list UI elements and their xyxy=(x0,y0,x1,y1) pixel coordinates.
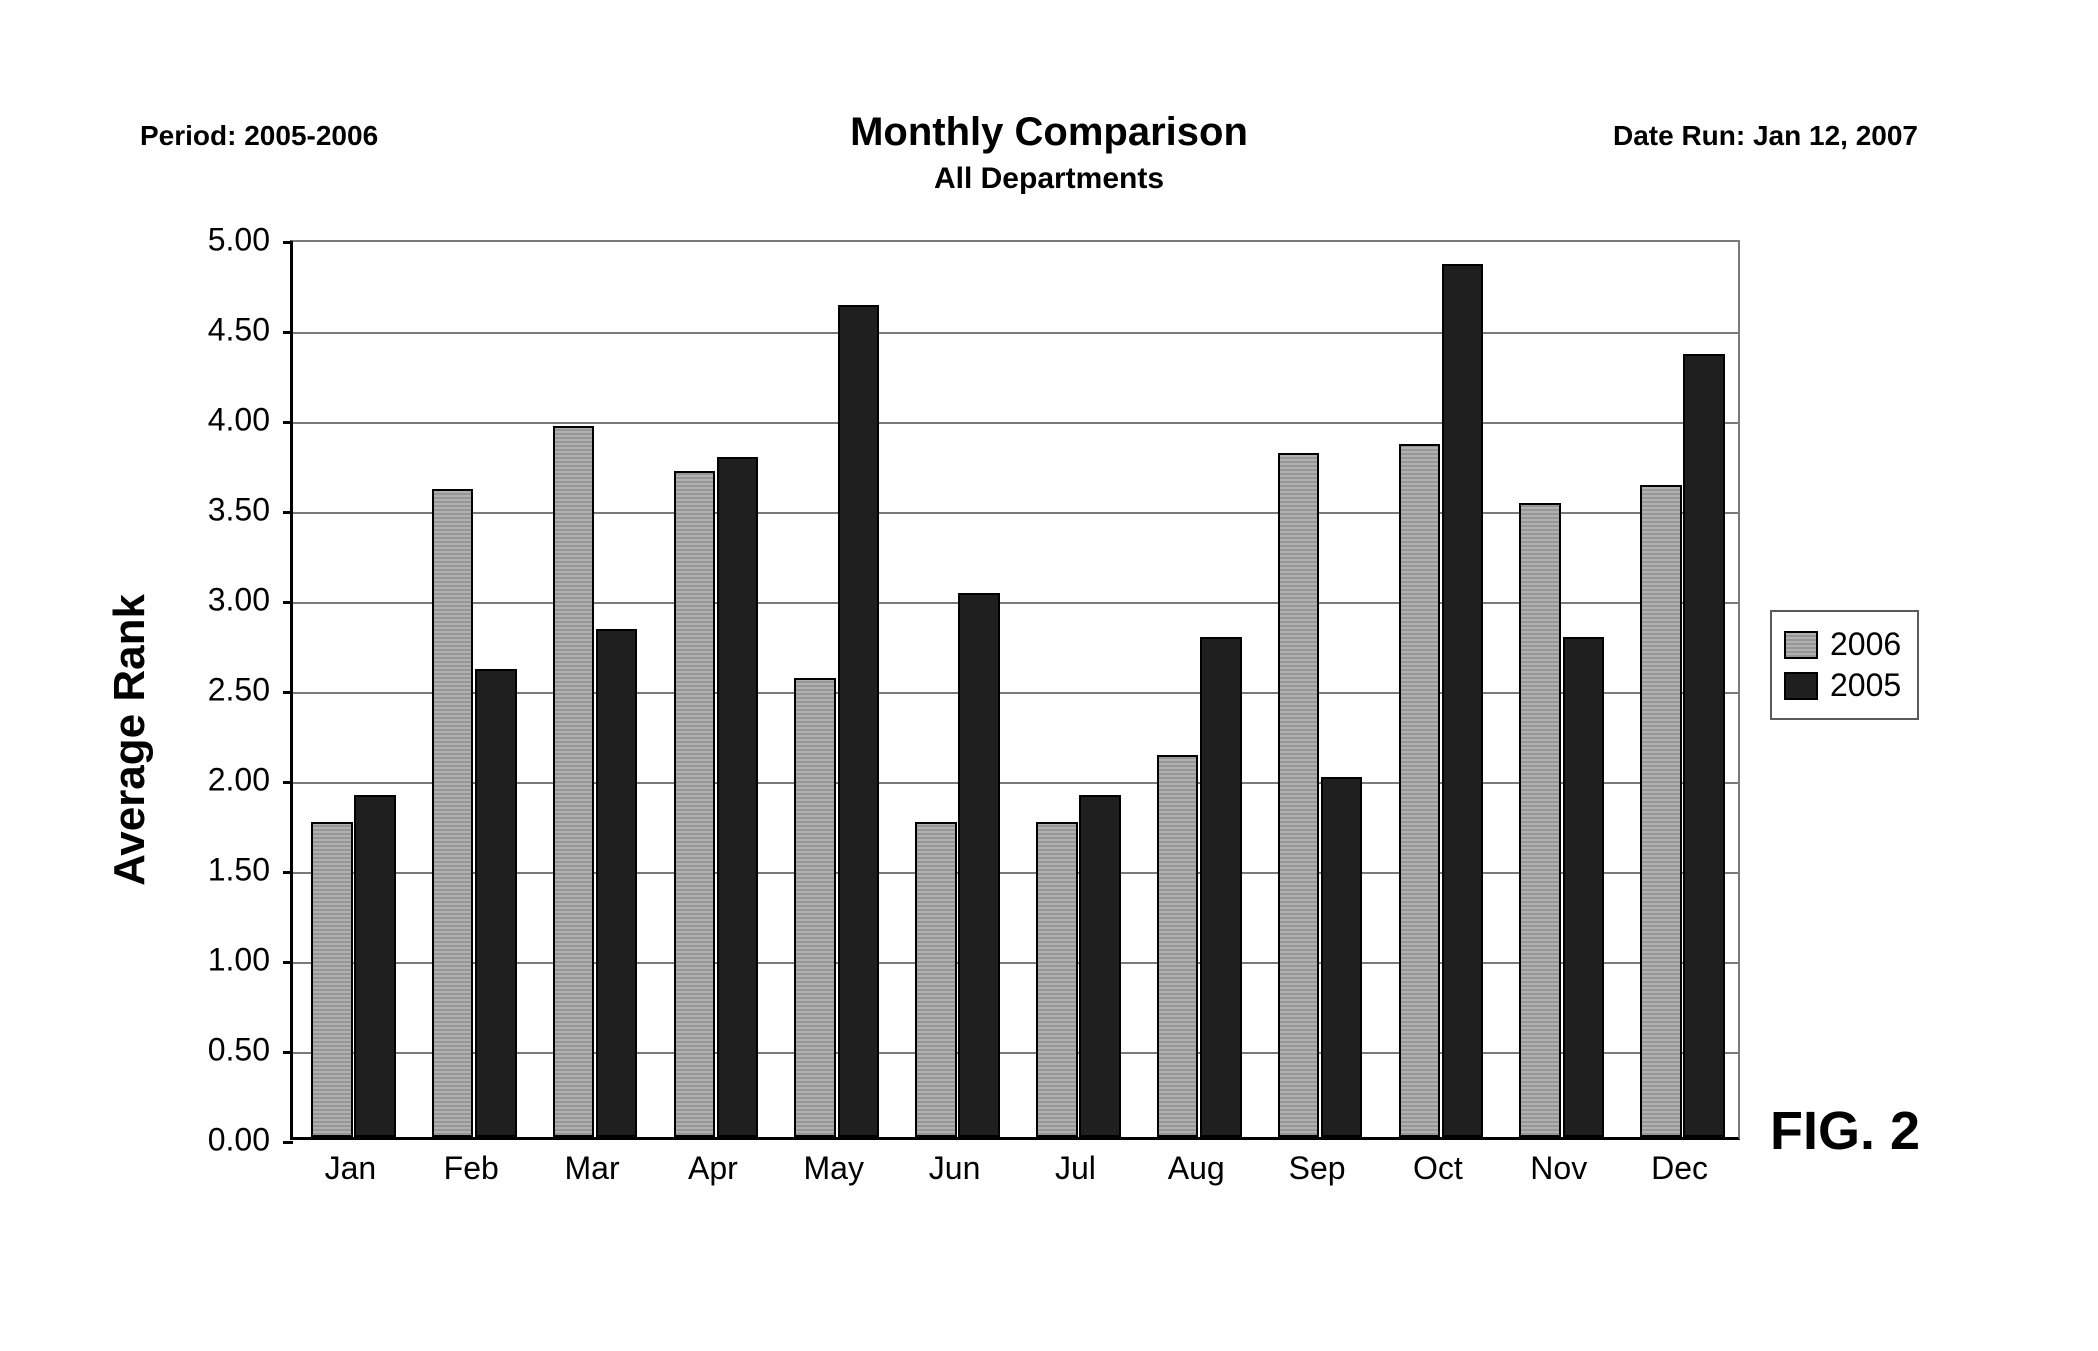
bar-2006-nov xyxy=(1519,503,1560,1137)
bar-2005-jan xyxy=(354,795,395,1137)
y-tick-mark xyxy=(283,871,293,874)
date-run-label: Date Run: Jan 12, 2007 xyxy=(1613,120,1918,152)
y-tick-mark xyxy=(283,511,293,514)
y-tick-mark xyxy=(283,331,293,334)
bar-2005-dec xyxy=(1683,354,1724,1137)
plot-area xyxy=(290,240,1740,1140)
bar-2005-aug xyxy=(1200,637,1241,1137)
x-tick-label: Jul xyxy=(1025,1150,1125,1187)
legend: 2006 2005 xyxy=(1770,610,1919,720)
legend-item: 2005 xyxy=(1784,667,1901,704)
x-tick-label: Aug xyxy=(1146,1150,1246,1187)
x-tick-label: Mar xyxy=(542,1150,642,1187)
y-tick-label: 1.50 xyxy=(150,852,270,889)
page: Period: 2005-2006 Monthly Comparison All… xyxy=(0,0,2098,1351)
gridline xyxy=(293,422,1738,424)
y-tick-label: 4.00 xyxy=(150,402,270,439)
y-tick-label: 0.50 xyxy=(150,1032,270,1069)
y-tick-mark xyxy=(283,961,293,964)
bar-2006-feb xyxy=(432,489,473,1137)
y-tick-mark xyxy=(283,241,293,244)
bar-2005-mar xyxy=(596,629,637,1137)
legend-label: 2005 xyxy=(1830,667,1901,704)
y-tick-label: 3.50 xyxy=(150,492,270,529)
y-tick-label: 2.00 xyxy=(150,762,270,799)
bar-2006-jun xyxy=(915,822,956,1137)
bar-2006-mar xyxy=(553,426,594,1137)
y-tick-mark xyxy=(283,601,293,604)
x-tick-label: Dec xyxy=(1630,1150,1730,1187)
y-tick-label: 1.00 xyxy=(150,942,270,979)
y-tick-mark xyxy=(283,1141,293,1144)
y-tick-label: 0.00 xyxy=(150,1122,270,1159)
x-tick-label: Sep xyxy=(1267,1150,1367,1187)
legend-item: 2006 xyxy=(1784,626,1901,663)
bar-2005-jul xyxy=(1079,795,1120,1137)
y-tick-mark xyxy=(283,781,293,784)
y-axis-label: Average Rank xyxy=(105,594,155,886)
bar-2006-jan xyxy=(311,822,352,1137)
y-tick-label: 5.00 xyxy=(150,222,270,259)
bar-2006-jul xyxy=(1036,822,1077,1137)
bar-2006-may xyxy=(794,678,835,1137)
x-tick-label: Jun xyxy=(905,1150,1005,1187)
bar-2006-dec xyxy=(1640,485,1681,1137)
bar-2005-oct xyxy=(1442,264,1483,1137)
y-tick-mark xyxy=(283,1051,293,1054)
y-tick-mark xyxy=(283,691,293,694)
bar-2006-sep xyxy=(1278,453,1319,1137)
x-tick-label: Feb xyxy=(421,1150,521,1187)
legend-swatch-2006 xyxy=(1784,631,1818,659)
bar-2006-aug xyxy=(1157,755,1198,1137)
x-tick-label: Jan xyxy=(300,1150,400,1187)
y-tick-mark xyxy=(283,421,293,424)
bar-2005-sep xyxy=(1321,777,1362,1137)
gridline xyxy=(293,332,1738,334)
chart-subtitle: All Departments xyxy=(0,162,2098,196)
legend-swatch-2005 xyxy=(1784,672,1818,700)
bar-2006-oct xyxy=(1399,444,1440,1137)
y-tick-label: 2.50 xyxy=(150,672,270,709)
x-tick-label: May xyxy=(784,1150,884,1187)
figure-label: FIG. 2 xyxy=(1770,1100,1920,1162)
y-tick-label: 3.00 xyxy=(150,582,270,619)
bar-2006-apr xyxy=(674,471,715,1137)
bar-2005-may xyxy=(838,305,879,1137)
legend-label: 2006 xyxy=(1830,626,1901,663)
bar-2005-apr xyxy=(717,457,758,1137)
y-tick-label: 4.50 xyxy=(150,312,270,349)
x-tick-label: Apr xyxy=(663,1150,763,1187)
bar-2005-nov xyxy=(1563,637,1604,1137)
x-tick-label: Oct xyxy=(1388,1150,1488,1187)
chart-area: Average Rank 0.000.501.001.502.002.503.0… xyxy=(140,240,1740,1240)
x-tick-label: Nov xyxy=(1509,1150,1609,1187)
bar-2005-jun xyxy=(958,593,999,1137)
bar-2005-feb xyxy=(475,669,516,1137)
